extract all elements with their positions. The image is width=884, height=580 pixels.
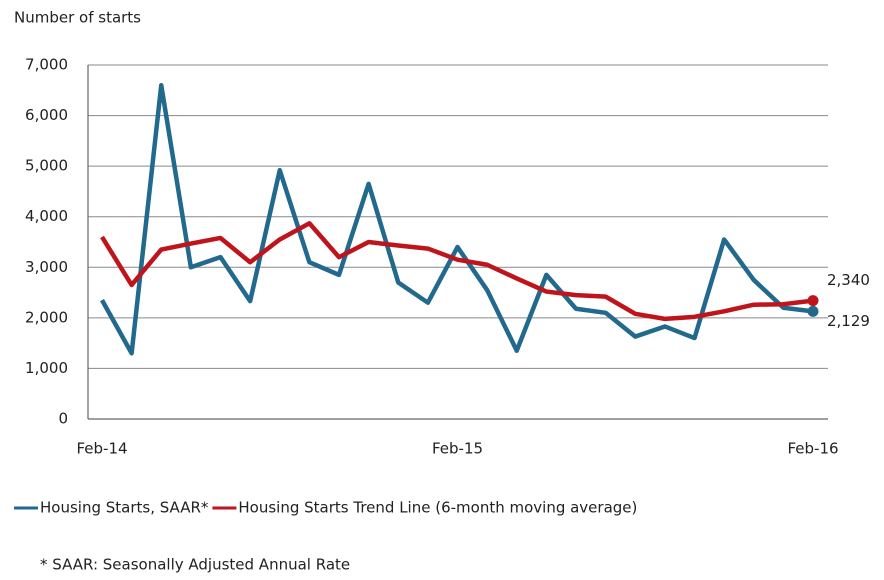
x-tick-label: Feb-15 — [432, 440, 483, 458]
x-tick-label: Feb-16 — [787, 440, 838, 458]
y-tick-label: 3,000 — [25, 258, 68, 276]
legend-label: Housing Starts Trend Line (6-month movin… — [238, 499, 637, 517]
series-line — [100, 221, 814, 322]
y-tick-label: 0 — [58, 410, 68, 428]
y-tick-label: 5,000 — [25, 157, 68, 175]
y-tick-label: 4,000 — [25, 207, 68, 225]
x-tick-label: Feb-14 — [76, 440, 127, 458]
end-point — [807, 295, 819, 307]
value-label: 2,129 — [827, 312, 870, 330]
y-tick-label: 6,000 — [25, 106, 68, 124]
legend-label: Housing Starts, SAAR* — [40, 499, 209, 517]
y-tick-label: 2,000 — [25, 308, 68, 326]
series-line — [100, 82, 814, 356]
value-label: 2,340 — [827, 271, 870, 289]
y-tick-label: 7,000 — [25, 56, 68, 74]
footnote: * SAAR: Seasonally Adjusted Annual Rate — [40, 556, 350, 574]
end-point — [807, 305, 819, 317]
y-axis-label: Number of starts — [14, 9, 141, 27]
y-tick-label: 1,000 — [25, 359, 68, 377]
